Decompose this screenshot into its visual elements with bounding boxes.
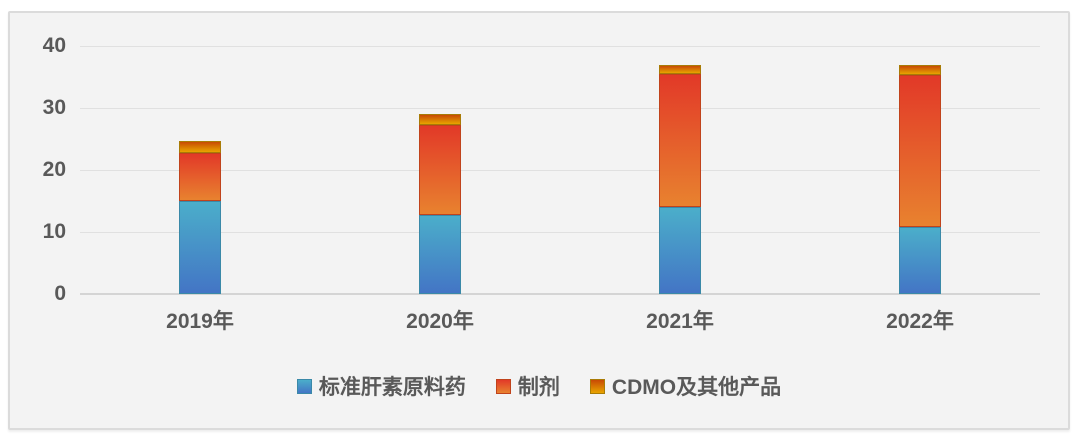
legend-label: CDMO及其他产品 bbox=[611, 376, 782, 399]
bar-segment bbox=[899, 74, 941, 227]
legend-item: 制剂 bbox=[495, 371, 560, 401]
x-axis-label: 2019年 bbox=[166, 310, 234, 333]
legend-swatch-icon bbox=[495, 378, 511, 394]
y-axis-tick-label: 10 bbox=[42, 220, 66, 243]
bar-segment bbox=[659, 207, 701, 294]
x-axis-line bbox=[80, 293, 1040, 295]
bar-segment bbox=[419, 214, 461, 294]
legend-swatch-icon bbox=[589, 378, 605, 394]
gridline bbox=[80, 170, 1040, 171]
y-axis-tick-label: 0 bbox=[54, 282, 66, 305]
bar-segment bbox=[179, 141, 221, 154]
bar-segment bbox=[899, 65, 941, 75]
y-axis-tick-label: 30 bbox=[42, 96, 66, 119]
bar-segment bbox=[179, 153, 221, 202]
gridline bbox=[80, 232, 1040, 233]
bar-segment bbox=[899, 226, 941, 294]
gridline bbox=[80, 108, 1040, 109]
bar-2020年 bbox=[419, 114, 461, 294]
y-axis-tick-label: 20 bbox=[42, 158, 66, 181]
legend-item: CDMO及其他产品 bbox=[589, 371, 782, 401]
bar-2022年 bbox=[899, 65, 941, 294]
bar-segment bbox=[659, 74, 701, 208]
bar-segment bbox=[419, 114, 461, 125]
x-axis-label: 2021年 bbox=[646, 310, 714, 333]
gridline bbox=[80, 46, 1040, 47]
bar-segment bbox=[659, 65, 701, 75]
legend-item: 标准肝素原料药 bbox=[296, 371, 466, 401]
bar-2019年 bbox=[179, 141, 221, 294]
bar-segment bbox=[419, 124, 461, 215]
bar-segment bbox=[179, 201, 221, 294]
bar-2021年 bbox=[659, 65, 701, 294]
legend-label: 制剂 bbox=[517, 376, 560, 399]
chart-panel: 0 10 20 30 40 2019年 2020年 2021年 2022年 标准肝素原料药 制剂 C… bbox=[8, 11, 1070, 430]
plot-area: 0 10 20 30 40 2019年 2020年 2021年 2022年 bbox=[10, 13, 1068, 428]
legend-swatch-icon bbox=[296, 378, 312, 394]
legend-label: 标准肝素原料药 bbox=[318, 376, 466, 399]
x-axis-label: 2020年 bbox=[406, 310, 474, 333]
x-axis-label: 2022年 bbox=[886, 310, 954, 333]
y-axis-tick-label: 40 bbox=[42, 34, 66, 57]
legend: 标准肝素原料药 制剂 CDMO及其他产品 bbox=[10, 371, 1068, 401]
